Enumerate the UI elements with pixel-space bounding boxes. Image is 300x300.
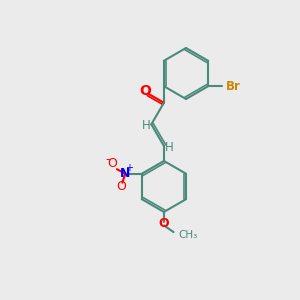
Text: H: H [165,141,174,154]
Text: O: O [116,180,126,193]
Text: CH₃: CH₃ [178,230,197,240]
Text: O: O [107,157,117,170]
Text: -: - [105,153,110,166]
Text: +: + [125,163,133,173]
Text: H: H [142,119,150,132]
Text: Br: Br [226,80,241,93]
Text: O: O [139,84,151,98]
Text: N: N [119,167,130,180]
Text: O: O [159,217,169,230]
